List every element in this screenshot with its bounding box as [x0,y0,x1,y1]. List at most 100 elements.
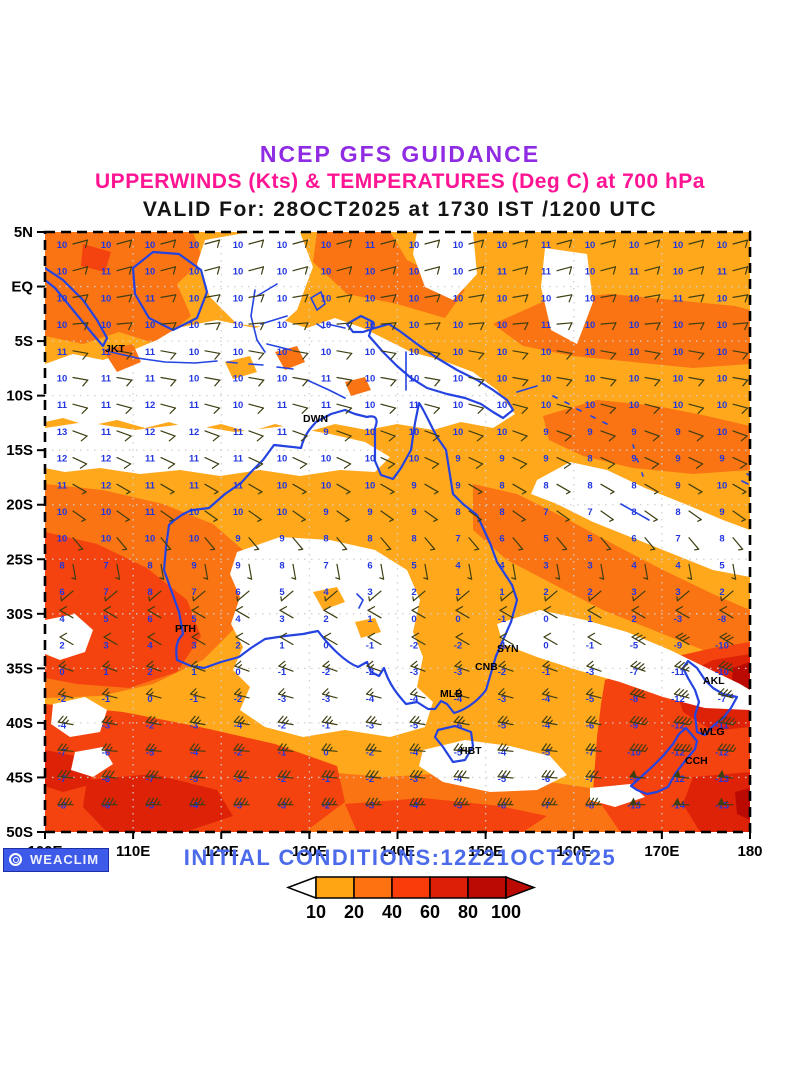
wind-barb-feather [300,435,308,442]
wind-barb-staff [644,483,659,493]
temperature-value: 10 [717,480,728,491]
temperature-value: -5 [146,747,155,758]
wind-barb-feather [126,352,133,360]
wind-barb-staff [368,590,382,602]
wind-barb-feather [147,632,156,638]
wind-barb-feather [57,688,65,695]
wind-barb-half-feather [169,491,175,495]
wind-barb-feather [193,743,199,751]
wind-barb-feather [101,797,107,806]
wind-barb-staff [688,510,702,521]
wind-barb-half-feather [169,519,174,522]
temperature-value: -14 [671,801,685,812]
temperature-value: 3 [675,587,680,598]
wind-barb-half-feather [650,548,656,551]
wind-barb-feather [57,743,63,751]
wind-barb-feather [124,435,132,442]
wind-barb-half-feather [738,548,744,551]
wind-barb-staff [248,537,260,550]
wind-barb-feather [304,266,309,275]
wind-barb-staff [116,430,132,437]
wind-barb-half-feather [244,800,249,806]
wind-barb-feather [84,294,89,303]
wind-barb-staff [688,350,705,355]
temperature-value: 11 [145,454,156,465]
wind-barb-half-feather [81,519,86,522]
wind-barb-staff [116,239,133,245]
wind-barb-feather [634,634,643,640]
wind-barb-feather [167,463,176,469]
wind-barb-feather [434,379,441,387]
temperature-value: 9 [543,454,548,465]
wind-barb-feather [742,379,749,387]
wind-barb-feather [237,797,243,806]
wind-barb-feather [57,715,64,723]
wind-barb-staff [234,665,250,672]
wind-barb-feather [719,605,728,611]
station-label-jkt: JKT [105,343,125,355]
wind-barb-half-feather [593,719,597,724]
wind-barb-feather [233,769,239,778]
wind-barb-half-feather [329,746,333,752]
temperature-value: -4 [454,694,463,705]
shading-below-10 [71,747,113,777]
temperature-value: 7 [103,587,108,598]
wind-barb-staff [248,457,264,465]
wind-barb-half-feather [193,664,199,668]
wind-barb-feather [585,715,592,723]
temperature-value: 10 [365,267,376,278]
wind-barb-staff [116,483,131,493]
wind-barb-staff [600,239,617,245]
temperature-value: 1 [279,641,285,652]
temperature-value: -12 [671,747,685,758]
wind-barb-feather [475,463,484,469]
lat-tick-label: 40S [6,715,33,732]
temperature-value: 7 [587,507,592,518]
wind-barb-feather [233,688,241,695]
wind-barb-staff [160,483,175,493]
temperature-value: -2 [410,641,418,652]
wind-barb-staff [732,239,749,245]
wind-barb-feather [214,352,221,360]
wind-barb-feather [281,797,287,806]
wind-barb-feather [637,716,644,724]
wind-barb-feather [654,379,661,387]
temperature-value: 10 [277,507,288,518]
wind-barb-feather [82,352,89,360]
temperature-value: -7 [146,774,154,785]
temperature-value: -6 [454,721,462,732]
wind-barb-feather [108,797,114,806]
temperature-value: 5 [587,534,593,545]
lat-tick-label: 35S [6,660,33,677]
shading-mottle [103,344,141,372]
wind-barb-staff [632,590,646,602]
wind-barb-feather [478,352,485,360]
wind-barb-feather [631,605,640,611]
temperature-value: -12 [671,721,685,732]
temperature-value: -11 [715,721,729,732]
wind-barb-staff [116,294,133,299]
wind-barb-feather [453,715,460,723]
wind-barb-feather [744,239,749,248]
temperature-value: 10 [497,240,508,251]
temperature-value: 11 [189,454,200,465]
lat-tick-label: EQ [11,279,33,296]
wind-barb-feather [589,743,595,751]
temperature-value: -7 [718,694,726,705]
shading-below-10 [197,232,313,328]
temperature-value: 11 [365,240,376,251]
wind-barb-feather [211,463,220,469]
wind-barb-staff [148,590,162,602]
wind-barb-feather [189,715,196,723]
wind-barb-feather [675,632,684,638]
lat-tick-label: 20S [6,497,33,514]
wind-barb-feather [589,716,596,724]
wind-barb-half-feather [237,691,242,696]
wind-barb-half-feather [342,548,348,551]
temperature-value: 8 [719,534,724,545]
wind-barb-feather [392,294,397,303]
station-label-cnb: CNB [475,661,498,673]
wind-barb-staff [732,322,749,325]
temperature-value: 10 [189,267,200,278]
wind-barb-feather [321,769,327,778]
